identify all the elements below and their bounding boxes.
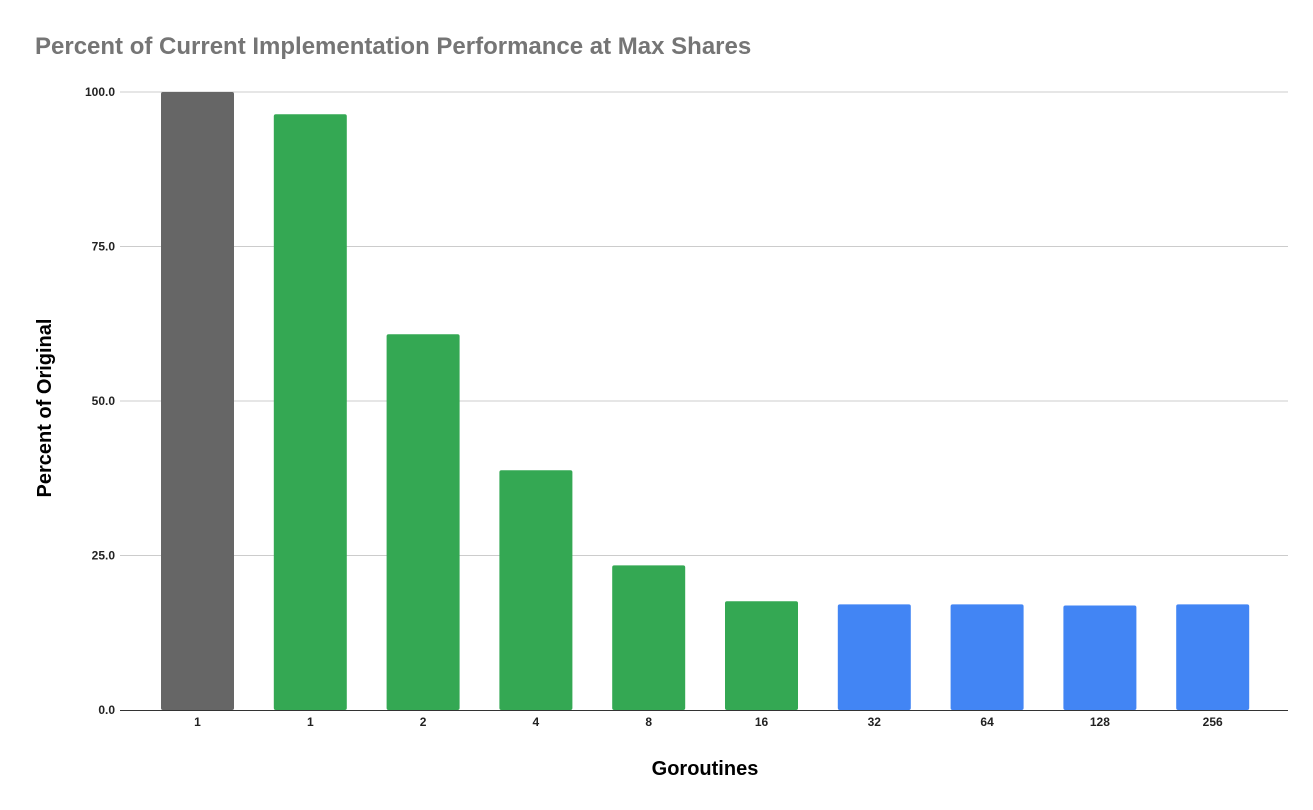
x-tick-label: 2: [420, 715, 427, 729]
x-tick-label: 4: [533, 715, 540, 729]
bar: [950, 604, 1024, 710]
bar: [612, 565, 686, 710]
x-tick-label: 64: [980, 715, 994, 729]
bars: [161, 92, 1250, 711]
bar: [386, 334, 460, 710]
bar: [725, 601, 798, 710]
x-tick-label: 1: [307, 715, 314, 729]
y-tick-label: 50.0: [92, 394, 116, 408]
x-axis-title: Goroutines: [652, 758, 759, 780]
x-tick-label: 16: [755, 715, 769, 729]
y-tick-label: 100.0: [85, 85, 115, 99]
chart-title: Percent of Current Implementation Perfor…: [35, 33, 752, 60]
y-tick-label: 25.0: [92, 549, 116, 563]
x-tick-label: 128: [1090, 715, 1110, 729]
y-tick-label: 0.0: [98, 703, 115, 717]
x-tick-label: 256: [1203, 715, 1223, 729]
bar: [1063, 605, 1137, 710]
bar: [273, 114, 347, 711]
y-axis-title: Percent of Original: [34, 319, 56, 498]
x-tick-labels: 1 1 2 4 8 16 32 64 128 256: [194, 715, 1223, 729]
bar: [161, 92, 234, 710]
x-tick-label: 8: [645, 715, 652, 729]
y-tick-label: 75.0: [92, 240, 116, 254]
y-tick-labels: 0.0 25.0 50.0 75.0 100.0: [85, 85, 115, 717]
bar: [499, 470, 573, 710]
bar: [837, 604, 911, 710]
x-tick-label: 32: [868, 715, 882, 729]
x-tick-label: 1: [194, 715, 201, 729]
bar: [1176, 604, 1250, 710]
